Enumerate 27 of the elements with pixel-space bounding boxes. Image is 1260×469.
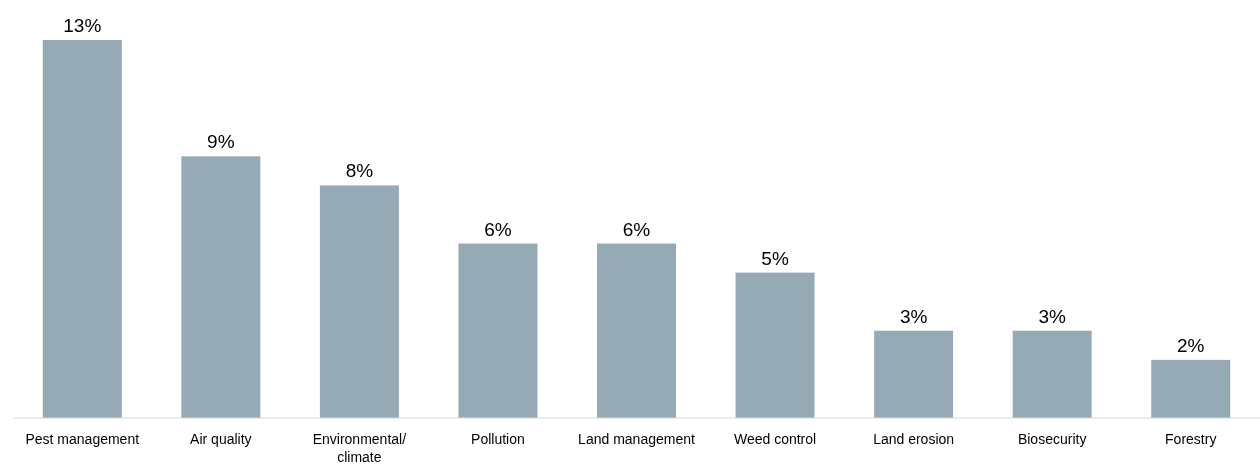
data-label: 6%	[484, 218, 512, 240]
data-label: 3%	[1038, 305, 1066, 327]
bar	[874, 330, 954, 418]
bar	[458, 243, 538, 418]
x-tick-label: Pollution	[471, 431, 525, 447]
bar	[1012, 330, 1092, 418]
data-label: 5%	[761, 247, 789, 269]
bar	[181, 156, 261, 418]
bar	[319, 185, 399, 418]
x-tick-label: Weed control	[733, 431, 817, 447]
data-label: 3%	[899, 305, 928, 327]
x-tick-label: Environmental/ climate	[312, 431, 407, 465]
data-label: 2%	[1176, 334, 1205, 356]
data-label: 9%	[207, 131, 235, 153]
x-tick-label: Pest management	[25, 431, 140, 447]
data-label: 13%	[63, 15, 102, 36]
bar	[1151, 359, 1231, 418]
data-label: 8%	[345, 160, 374, 182]
x-tick-label: Land management	[578, 431, 695, 447]
x-tick-label: Air quality	[190, 431, 252, 447]
x-tick-label: Biosecurity	[1017, 431, 1087, 447]
x-tick-label: Land erosion	[873, 431, 955, 447]
data-label: 6%	[622, 218, 651, 240]
bar	[597, 243, 676, 418]
bar	[42, 40, 122, 418]
bar	[735, 272, 815, 418]
x-tick-label: Forestry	[1165, 431, 1217, 447]
